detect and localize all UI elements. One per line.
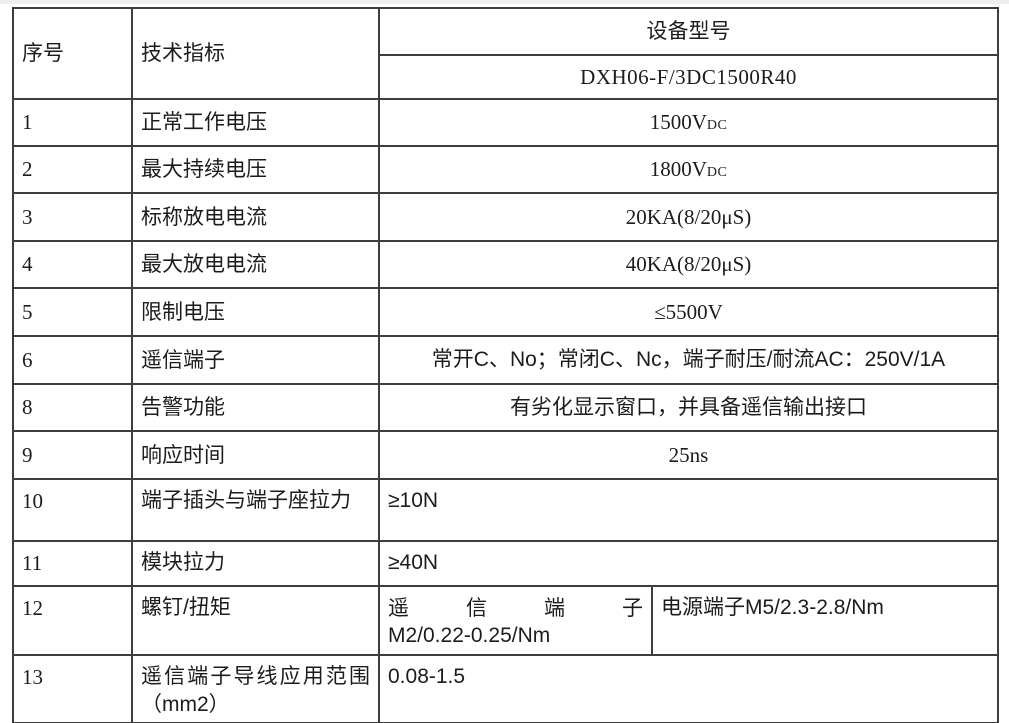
serial-cell: 11: [12, 540, 133, 587]
table-row: 5 限制电压 ≤5500V: [12, 287, 999, 337]
table-row: 4 最大放电电流 40KA(8/20μS): [12, 240, 999, 289]
serial-cell: 2: [12, 145, 133, 194]
value-cell: ≤5500V: [378, 287, 999, 337]
indicator-cell: 响应时间: [131, 430, 380, 480]
spec-table: 序号 技术指标 设备型号 DXH06-F/3DC1500R40 1 正常工作电压…: [12, 7, 999, 723]
value-cell: 常开C、No；常闭C、Nc，端子耐压/耐流AC：250V/1A: [378, 335, 999, 385]
value-cell: 1800VDC: [378, 145, 999, 194]
value-cell: 25ns: [378, 430, 999, 480]
value-cell-power-terminal: 电源端子M5/2.3-2.8/Nm: [651, 585, 999, 656]
scan-artifact: [0, 0, 1009, 4]
serial-cell: 8: [12, 383, 133, 432]
table-row: 9 响应时间 25ns: [12, 430, 999, 480]
indicator-cell: 模块拉力: [131, 540, 380, 587]
value-unit-smallcaps: DC: [706, 118, 728, 134]
value-cell: 20KA(8/20μS): [378, 192, 999, 242]
table-row: 11 模块拉力 ≥40N: [12, 540, 999, 587]
serial-cell: 10: [12, 478, 133, 542]
header-indicator-cell: 技术指标: [131, 7, 380, 100]
indicator-cell: 端子插头与端子座拉力: [131, 478, 380, 542]
table-row: 1 正常工作电压 1500VDC: [12, 98, 999, 147]
value-unit-smallcaps: DC: [706, 165, 728, 181]
indicator-cell: 最大持续电压: [131, 145, 380, 194]
signal-terminal-spec: M2/0.22-0.25/Nm: [388, 624, 551, 648]
serial-cell: 1: [12, 98, 133, 147]
serial-cell: 5: [12, 287, 133, 337]
serial-cell: 3: [12, 192, 133, 242]
table-row: 10 端子插头与端子座拉力 ≥10N: [12, 478, 999, 542]
value-cell: ≥10N: [378, 478, 999, 542]
signal-terminal-label: 遥信端子: [388, 596, 643, 620]
value-cell: 0.08-1.5: [378, 653, 999, 723]
indicator-cell: 正常工作电压: [131, 98, 380, 147]
serial-cell: 13: [12, 653, 133, 723]
table-row: 8 告警功能 有劣化显示窗口，并具备遥信输出接口: [12, 383, 999, 432]
header-row-model-title: 序号 技术指标 设备型号: [12, 7, 999, 100]
value-text: 1800V: [649, 157, 707, 182]
value-cell: ≥40N: [378, 540, 999, 587]
indicator-cell: 标称放电电流: [131, 192, 380, 242]
table-row: 2 最大持续电压 1800VDC: [12, 145, 999, 194]
header-serial-cell: 序号: [12, 7, 133, 100]
header-row-model-code: DXH06-F/3DC1500R40: [13, 54, 999, 100]
indicator-cell: 限制电压: [131, 287, 380, 337]
model-code-cell: DXH06-F/3DC1500R40: [378, 54, 999, 100]
serial-cell: 9: [12, 430, 133, 480]
table-row: 6 遥信端子 常开C、No；常闭C、Nc，端子耐压/耐流AC：250V/1A: [12, 335, 999, 385]
serial-cell: 12: [12, 585, 133, 656]
value-cell-signal-terminal: 遥信端子 M2/0.22-0.25/Nm: [378, 585, 653, 656]
indicator-cell: 遥信端子导线应用范围（mm2）: [131, 653, 380, 723]
serial-cell: 4: [12, 240, 133, 289]
table-row: 13 遥信端子导线应用范围（mm2） 0.08-1.5: [12, 653, 999, 723]
value-cell: 有劣化显示窗口，并具备遥信输出接口: [378, 383, 999, 432]
value-text: 1500V: [649, 110, 707, 135]
indicator-cell: 螺钉/扭矩: [131, 585, 380, 656]
indicator-cell: 最大放电电流: [131, 240, 380, 289]
table-row: 12 螺钉/扭矩 遥信端子 M2/0.22-0.25/Nm 电源端子M5/2.3…: [12, 585, 999, 656]
value-cell: 40KA(8/20μS): [378, 240, 999, 289]
indicator-cell: 告警功能: [131, 383, 380, 432]
table-row: 3 标称放电电流 20KA(8/20μS): [12, 192, 999, 242]
value-cell: 1500VDC: [378, 98, 999, 147]
serial-cell: 6: [12, 335, 133, 385]
header-model-cell: 设备型号: [378, 7, 999, 56]
indicator-cell: 遥信端子: [131, 335, 380, 385]
